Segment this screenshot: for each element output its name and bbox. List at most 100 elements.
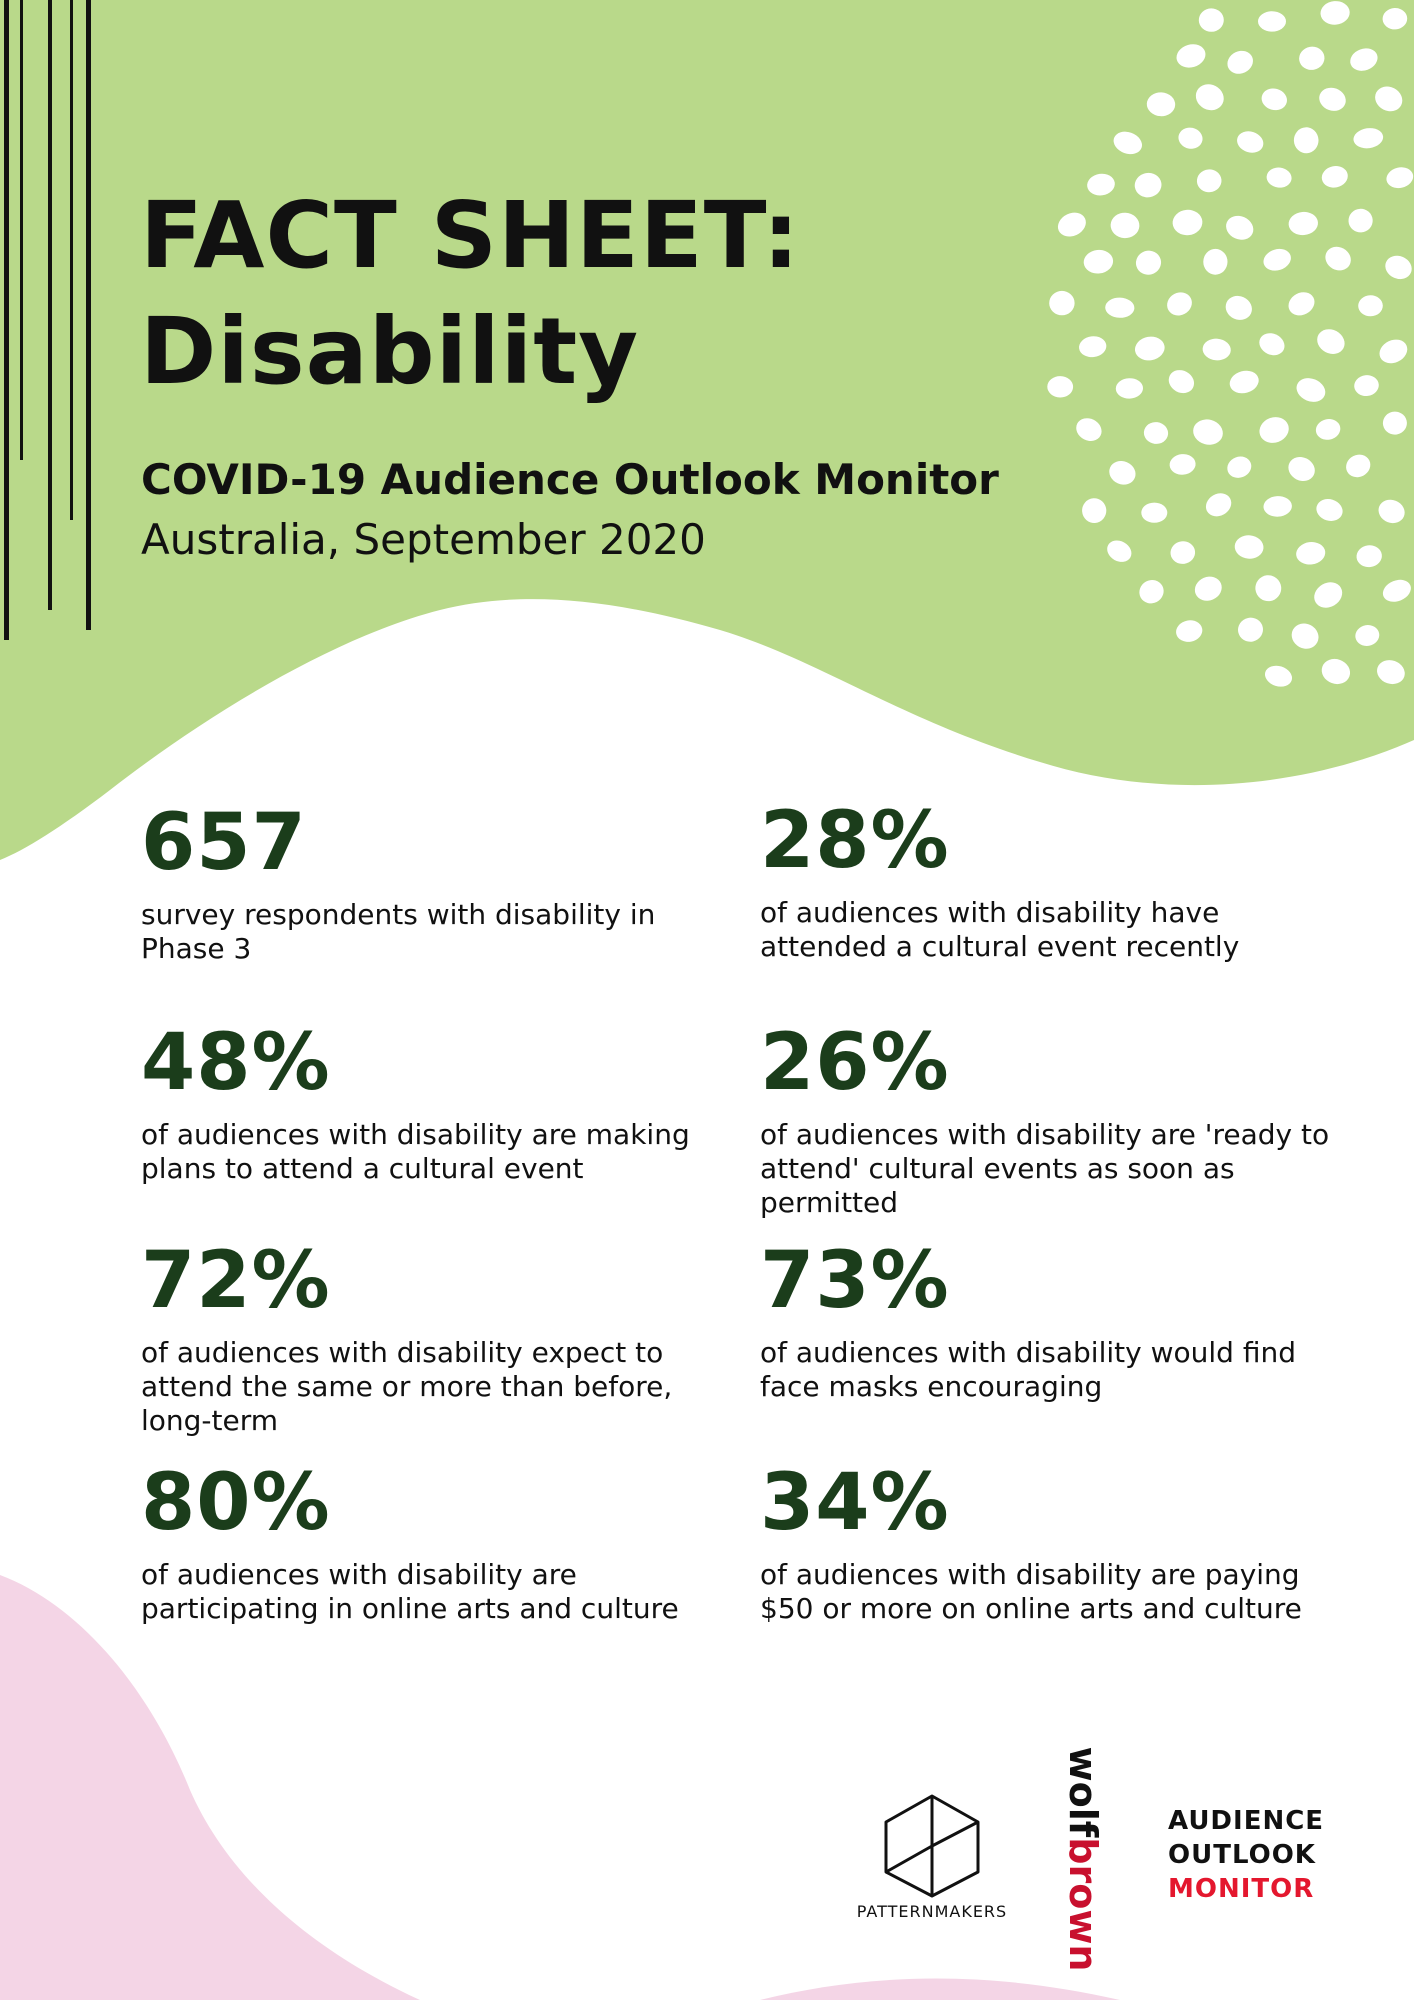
decoration-dot <box>1205 493 1232 517</box>
decoration-dot <box>1178 127 1203 149</box>
decoration-dot <box>1263 496 1292 517</box>
decoration-dot <box>1229 370 1259 394</box>
decoration-dot <box>1113 131 1142 155</box>
patternmakers-label: PATTERNMAKERS <box>856 1902 1008 1921</box>
dot-pattern-decoration <box>1047 1 1414 687</box>
title-line-2: Disability <box>140 298 640 405</box>
stat-block: 34% of audiences with disability are pay… <box>760 1460 1330 1626</box>
decoration-dot <box>1198 8 1224 32</box>
wolfbrown-logo-brown: brown <box>1061 1837 1105 1972</box>
audience-outlook-monitor-logo: AUDIENCE OUTLOOK MONITOR <box>1168 1804 1324 1906</box>
location-date: Australia, September 2020 <box>141 515 706 564</box>
pink-blob-shape <box>0 1575 420 2000</box>
stat-block: 28% of audiences with disability have at… <box>760 798 1330 964</box>
decoration-dot <box>1083 249 1114 274</box>
decoration-dot <box>1227 50 1253 74</box>
stat-value: 72% <box>141 1236 331 1326</box>
decoration-dot <box>1314 582 1343 608</box>
decoration-dot <box>1139 580 1164 604</box>
stat-value: 73% <box>760 1236 950 1326</box>
stat-value: 28% <box>760 796 950 886</box>
decoration-dot <box>1321 165 1348 188</box>
decoration-dot <box>1076 418 1102 441</box>
decoration-dot <box>1225 295 1252 320</box>
decoration-dot <box>1354 375 1379 397</box>
aom-logo-line-1: AUDIENCE <box>1168 1806 1325 1836</box>
decoration-dot <box>1079 336 1107 358</box>
stat-value: 34% <box>760 1458 950 1548</box>
decoration-dot <box>1167 292 1192 316</box>
decoration-dot <box>1382 411 1407 435</box>
decoration-dot <box>1047 376 1074 398</box>
decoration-dot <box>1385 255 1412 280</box>
decoration-dot <box>1087 173 1115 196</box>
decoration-dot <box>1346 454 1371 478</box>
decoration-dot <box>1134 336 1165 361</box>
decoration-dot <box>1375 86 1403 112</box>
wolfbrown-logo: wolf brown <box>1018 1747 1148 1972</box>
decoration-dot <box>1203 248 1228 275</box>
decoration-dot <box>1377 660 1405 685</box>
decoration-dot <box>1316 499 1343 521</box>
decoration-dot <box>1356 545 1382 568</box>
decoration-dot <box>1172 209 1203 236</box>
decoration-dot <box>1193 419 1223 445</box>
decoration-dot <box>1296 378 1326 402</box>
stat-description: of audiences with disability are making … <box>141 1118 690 1185</box>
stat-description: of audiences with disability have attend… <box>760 896 1240 963</box>
decoration-dot <box>1350 48 1378 71</box>
decoration-dot <box>1134 172 1162 198</box>
decoration-dot <box>1386 167 1414 189</box>
stat-value: 657 <box>141 798 307 888</box>
stat-block: 73% of audiences with disability would f… <box>760 1238 1330 1404</box>
decoration-dot <box>1353 128 1384 149</box>
decoration-dot <box>1109 460 1136 485</box>
stat-description: of audiences with disability are partici… <box>141 1558 679 1625</box>
stat-description: of audiences with disability would find … <box>760 1336 1296 1403</box>
decoration-dot <box>1355 625 1380 646</box>
stat-block: 657 survey respondents with disability i… <box>141 800 711 966</box>
decoration-dot <box>1169 454 1196 475</box>
decoration-dot <box>1141 502 1168 523</box>
decoration-dot <box>1293 127 1319 154</box>
stat-block: 26% of audiences with disability are 're… <box>760 1020 1330 1220</box>
decoration-dot <box>1264 665 1293 687</box>
decoration-dot <box>1382 7 1408 30</box>
decoration-dot <box>1049 290 1075 316</box>
decoration-dot <box>1105 297 1135 318</box>
decoration-dot <box>1255 575 1282 602</box>
page-title: FACT SHEET: Disability <box>140 178 800 410</box>
decoration-dot <box>1299 46 1325 70</box>
decoration-dot <box>1176 620 1203 642</box>
decoration-dot <box>1143 422 1169 444</box>
stat-block: 48% of audiences with disability are mak… <box>141 1020 711 1186</box>
aom-logo-line-3: MONITOR <box>1168 1874 1315 1904</box>
decoration-dot <box>1170 541 1196 564</box>
decoration-dot <box>1358 295 1383 317</box>
vertical-line-decoration <box>4 0 91 640</box>
decoration-dot <box>1195 84 1224 111</box>
aom-logo-line-2: OUTLOOK <box>1168 1840 1316 1870</box>
decoration-dot <box>1259 417 1289 443</box>
decoration-dot <box>1238 617 1263 642</box>
decoration-dot <box>1194 576 1222 601</box>
decoration-dot <box>1115 378 1143 399</box>
subtitle: COVID-19 Audience Outlook Monitor <box>141 455 999 504</box>
decoration-dot <box>1320 1 1350 25</box>
title-line-1: FACT SHEET: <box>140 182 801 289</box>
decoration-dot <box>1057 212 1086 237</box>
decoration-dot <box>1288 292 1315 316</box>
decoration-dot <box>1258 11 1286 32</box>
decoration-dot <box>1146 92 1176 117</box>
decoration-dot <box>1202 338 1231 361</box>
patternmakers-logo-icon <box>884 1794 980 1898</box>
decoration-dot <box>1382 579 1411 602</box>
decoration-dot <box>1379 339 1408 364</box>
decoration-dot <box>1227 456 1252 478</box>
stat-block: 80% of audiences with disability are par… <box>141 1460 711 1626</box>
decoration-dot <box>1259 333 1285 356</box>
green-wave-shape <box>0 0 1414 860</box>
decoration-dot <box>1319 87 1346 111</box>
pink-blob-bottom-shape <box>760 1978 1120 2000</box>
decoration-dot <box>1296 542 1326 565</box>
